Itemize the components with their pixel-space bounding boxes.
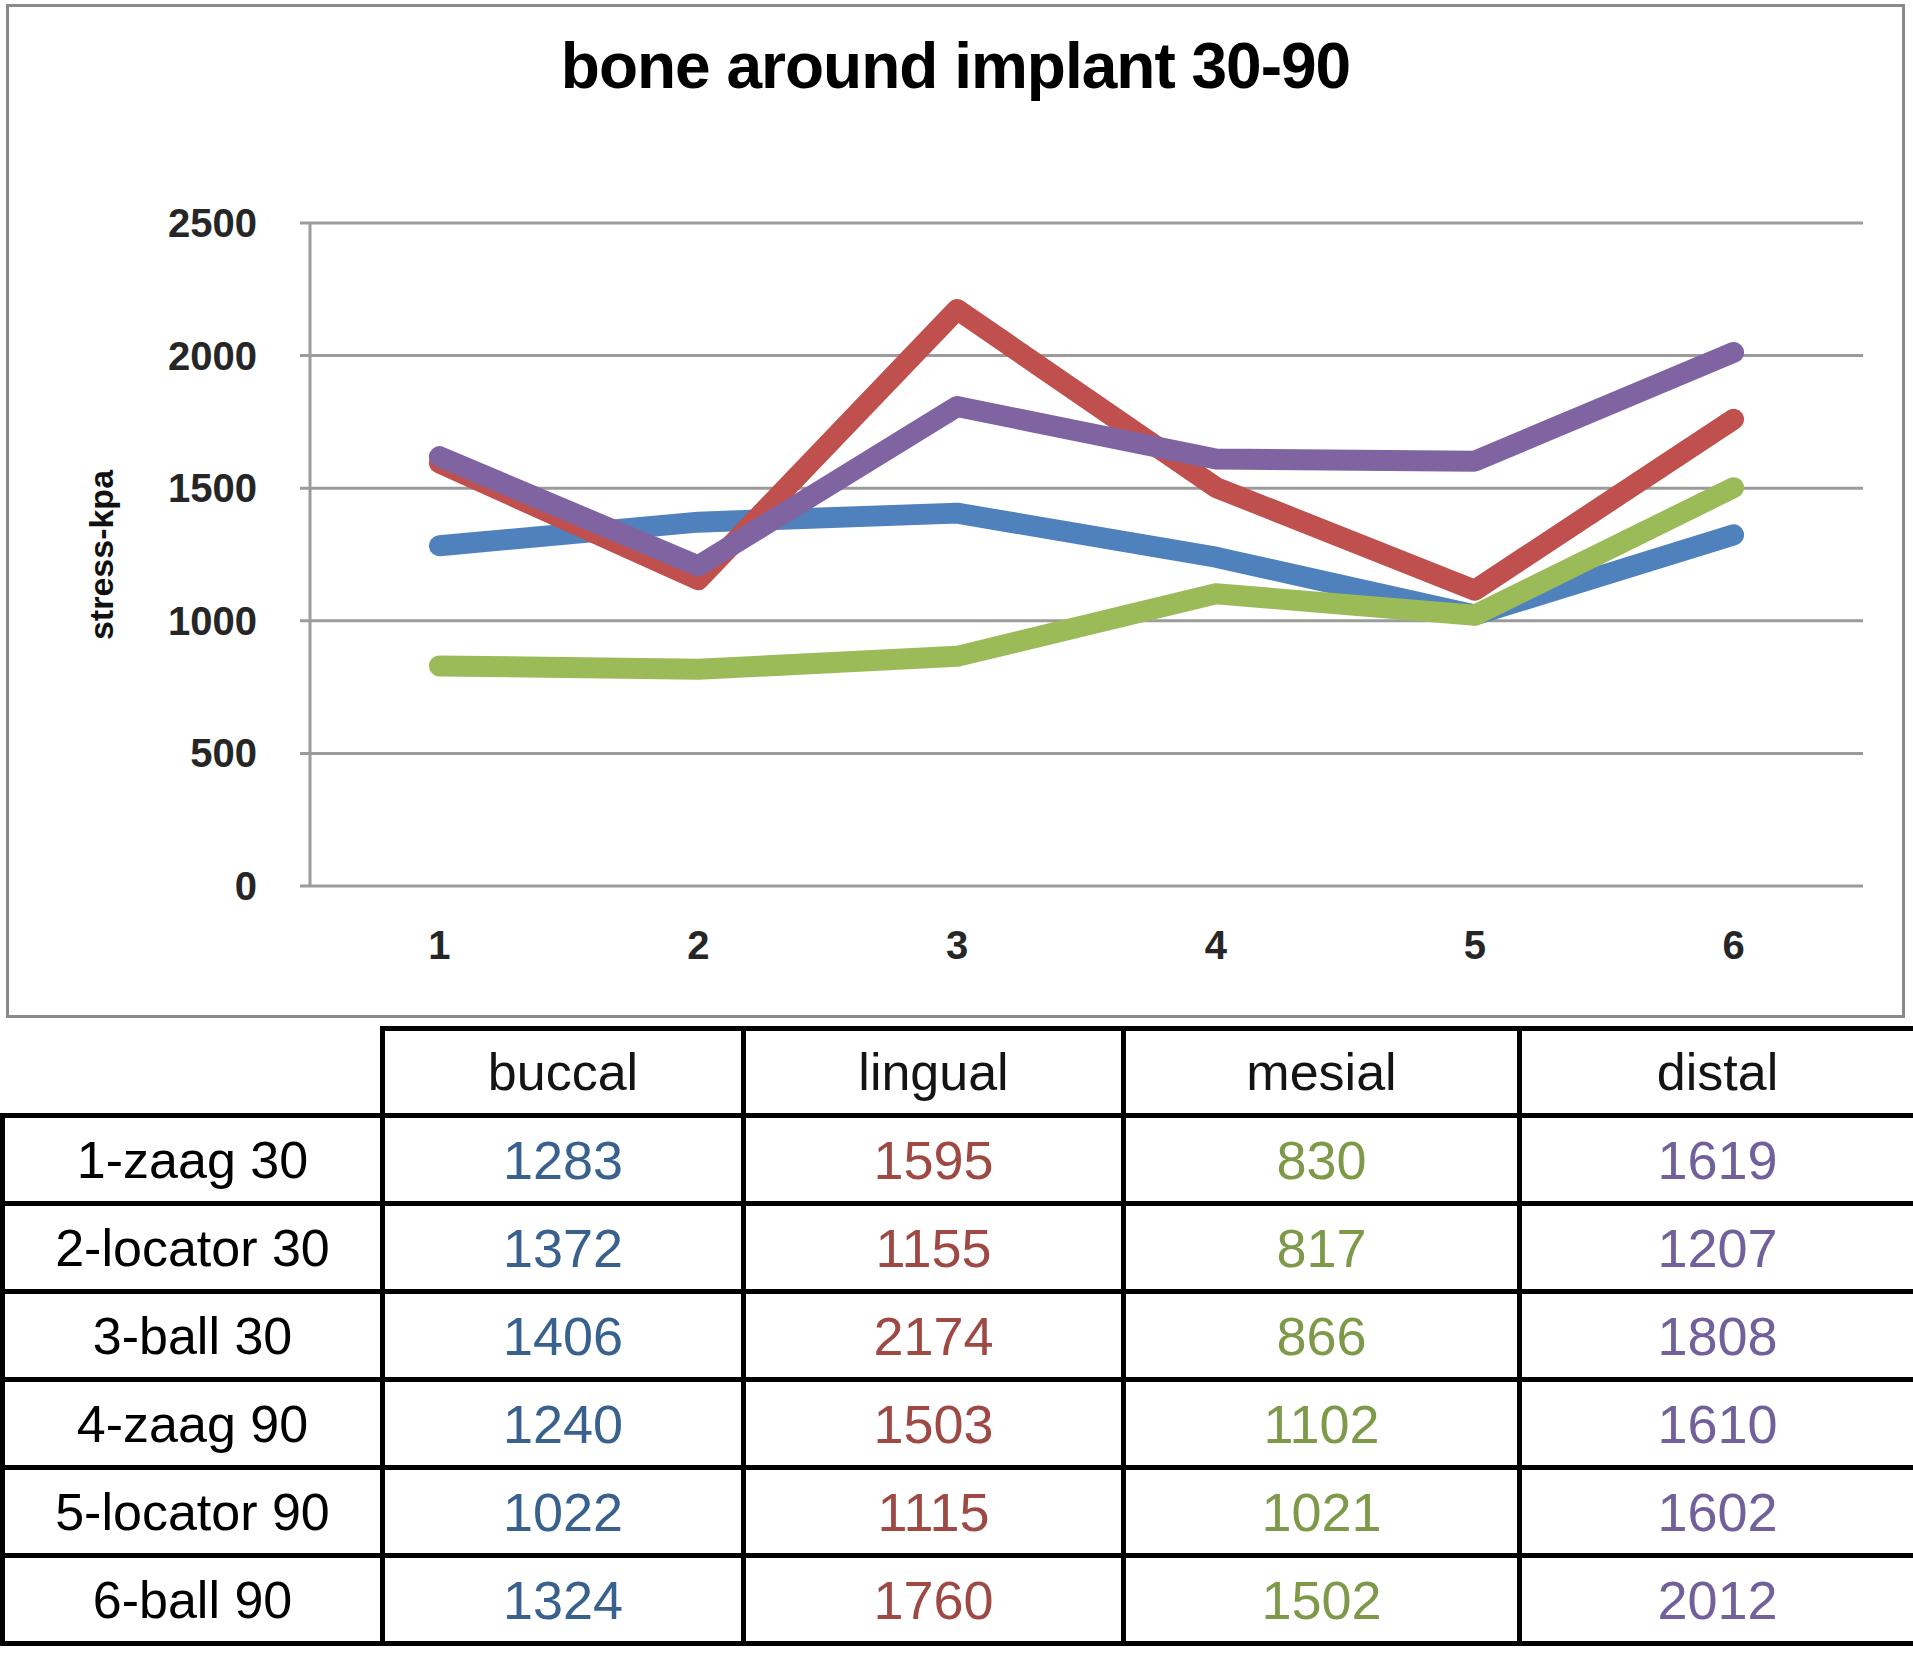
table-header: buccallingualmesialdistal	[3, 1029, 1913, 1116]
cell-buccal: 1372	[383, 1204, 744, 1292]
cell-lingual: 1760	[744, 1556, 1124, 1644]
cell-mesial: 1102	[1124, 1380, 1520, 1468]
x-tick-label: 5	[1464, 923, 1486, 967]
table-row: 1-zaag 30128315958301619	[3, 1116, 1913, 1204]
row-label: 3-ball 30	[3, 1292, 383, 1380]
cell-lingual: 1155	[744, 1204, 1124, 1292]
y-tick-label: 2000	[168, 334, 257, 378]
cell-lingual: 2174	[744, 1292, 1124, 1380]
corner-cell	[3, 1029, 383, 1116]
table-row: 6-ball 901324176015022012	[3, 1556, 1913, 1644]
table-row: 5-locator 901022111510211602	[3, 1468, 1913, 1556]
row-label: 2-locator 30	[3, 1204, 383, 1292]
cell-buccal: 1022	[383, 1468, 744, 1556]
cell-buccal: 1324	[383, 1556, 744, 1644]
cell-lingual: 1595	[744, 1116, 1124, 1204]
x-tick-label: 2	[687, 923, 709, 967]
cell-mesial: 830	[1124, 1116, 1520, 1204]
row-label: 6-ball 90	[3, 1556, 383, 1644]
cell-distal: 1610	[1520, 1380, 1913, 1468]
column-header-lingual: lingual	[744, 1029, 1124, 1116]
column-header-buccal: buccal	[383, 1029, 744, 1116]
cell-mesial: 866	[1124, 1292, 1520, 1380]
cell-distal: 1207	[1520, 1204, 1913, 1292]
x-tick-label: 4	[1205, 923, 1228, 967]
cell-buccal: 1406	[383, 1292, 744, 1380]
row-label: 1-zaag 30	[3, 1116, 383, 1204]
row-label: 5-locator 90	[3, 1468, 383, 1556]
cell-buccal: 1283	[383, 1116, 744, 1204]
table-row: 2-locator 30137211558171207	[3, 1204, 1913, 1292]
y-axis-title: stress-kpa	[82, 469, 120, 640]
cell-lingual: 1115	[744, 1468, 1124, 1556]
table-header-row: buccallingualmesialdistal	[3, 1029, 1913, 1116]
y-tick-label: 2500	[168, 201, 257, 245]
table-row: 4-zaag 901240150311021610	[3, 1380, 1913, 1468]
x-tick-label: 1	[428, 923, 450, 967]
column-header-mesial: mesial	[1124, 1029, 1520, 1116]
cell-distal: 1808	[1520, 1292, 1913, 1380]
y-tick-label: 1000	[168, 599, 257, 643]
y-tick-label: 0	[235, 864, 257, 908]
chart-area: 2500 2000 1500 1000 500 0 1 2 3 4 5 6 stress-kpa bo…	[6, 4, 1905, 1018]
chart-title: bone around implant 30-90	[9, 29, 1902, 103]
x-tick-label: 6	[1722, 923, 1744, 967]
line-chart: 2500 2000 1500 1000 500 0 1 2 3 4 5 6 stress-kpa	[9, 7, 1902, 1015]
cell-mesial: 1021	[1124, 1468, 1520, 1556]
table-row: 3-ball 30140621748661808	[3, 1292, 1913, 1380]
y-tick-label: 500	[190, 731, 257, 775]
cell-mesial: 817	[1124, 1204, 1520, 1292]
column-header-distal: distal	[1520, 1029, 1913, 1116]
table-body: 1-zaag 301283159583016192-locator 301372…	[3, 1116, 1913, 1644]
series-line-mesial	[439, 488, 1733, 670]
row-label: 4-zaag 90	[3, 1380, 383, 1468]
y-tick-label: 1500	[168, 466, 257, 510]
gridlines-group	[300, 223, 1863, 886]
x-tick-label: 3	[946, 923, 968, 967]
cell-distal: 2012	[1520, 1556, 1913, 1644]
cell-buccal: 1240	[383, 1380, 744, 1468]
cell-mesial: 1502	[1124, 1556, 1520, 1644]
cell-distal: 1619	[1520, 1116, 1913, 1204]
cell-lingual: 1503	[744, 1380, 1124, 1468]
data-table: buccallingualmesialdistal 1-zaag 3012831…	[0, 1026, 1913, 1646]
cell-distal: 1602	[1520, 1468, 1913, 1556]
